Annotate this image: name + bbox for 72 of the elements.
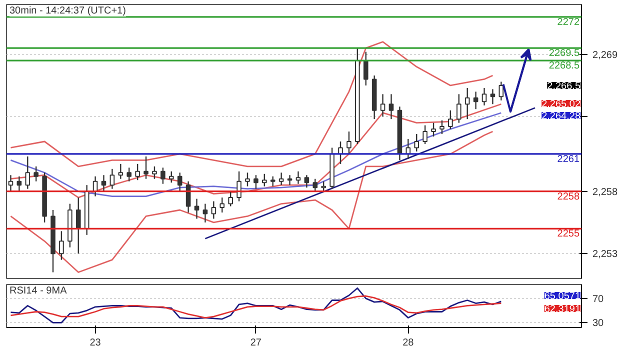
candlestick bbox=[16, 176, 22, 192]
candlestick bbox=[126, 167, 132, 182]
candlestick bbox=[464, 87, 470, 120]
candlestick bbox=[388, 94, 394, 120]
line-series bbox=[10, 41, 494, 168]
candlestick bbox=[228, 190, 233, 207]
candlestick bbox=[312, 178, 318, 192]
y-tick-label: 2,269 bbox=[592, 50, 618, 61]
candlestick bbox=[144, 156, 148, 180]
y-tick-label: 2,253 bbox=[592, 249, 618, 260]
candlestick bbox=[110, 168, 115, 190]
x-tick-label: 28 bbox=[402, 338, 414, 348]
candlestick bbox=[101, 174, 106, 192]
annotation: 2,264.28 bbox=[542, 110, 581, 122]
candlestick bbox=[194, 198, 200, 220]
candlestick bbox=[25, 156, 30, 190]
candlestick bbox=[422, 124, 428, 145]
candlestick bbox=[76, 196, 81, 254]
annotation: 2,265.02 bbox=[542, 98, 581, 110]
candlestick bbox=[118, 163, 124, 180]
ref-line-label: 2255 bbox=[557, 228, 580, 240]
candlestick bbox=[440, 120, 444, 135]
candlestick bbox=[456, 94, 462, 124]
candlestick bbox=[346, 130, 352, 155]
candlestick bbox=[448, 110, 453, 130]
candlestick bbox=[431, 122, 436, 138]
candlestick bbox=[152, 166, 157, 180]
candlestick bbox=[245, 172, 250, 187]
candlestick bbox=[363, 51, 368, 86]
candlestick bbox=[254, 174, 258, 190]
candlestick bbox=[473, 91, 478, 110]
x-tick-label: 23 bbox=[90, 338, 102, 348]
y-tick-label: 70 bbox=[592, 294, 604, 305]
candlestick bbox=[287, 174, 292, 186]
ref-line-label: 2258 bbox=[557, 191, 580, 202]
candlestick bbox=[498, 81, 504, 101]
ref-line-label: 2272 bbox=[557, 16, 580, 28]
candlestick bbox=[135, 163, 140, 181]
candlestick bbox=[296, 170, 301, 184]
annotation: 2,266.5 bbox=[547, 80, 581, 92]
line-series bbox=[10, 287, 502, 324]
y-tick-label: 30 bbox=[592, 318, 604, 330]
ref-line-label: 2269.5 bbox=[548, 48, 580, 60]
chart-title: RSI14 - 9MA bbox=[10, 286, 68, 296]
candlestick bbox=[202, 203, 208, 224]
candlestick bbox=[177, 172, 182, 192]
y-tick-label: 2,258 bbox=[592, 186, 618, 198]
candlestick bbox=[168, 170, 174, 184]
candlestick bbox=[321, 180, 326, 192]
candlestick bbox=[380, 94, 386, 118]
x-tick-label: 27 bbox=[250, 338, 262, 348]
candlestick bbox=[304, 174, 310, 188]
chart-title: 30min - 14:24:37 (UTC+1) bbox=[10, 6, 126, 16]
ref-line-label: 2261 bbox=[557, 154, 580, 165]
candlestick bbox=[160, 167, 166, 184]
candlestick bbox=[278, 172, 284, 186]
candlestick bbox=[262, 173, 267, 187]
candlestick bbox=[414, 133, 420, 152]
candlestick bbox=[8, 174, 14, 192]
candlestick bbox=[236, 170, 242, 202]
annotation: 65.0571 bbox=[544, 290, 581, 302]
candlestick bbox=[490, 88, 496, 105]
line-series bbox=[10, 130, 494, 273]
candlestick bbox=[34, 166, 38, 182]
candlestick bbox=[59, 230, 64, 260]
annotation: 62.3191 bbox=[544, 304, 581, 315]
candlestick bbox=[220, 196, 225, 214]
candlestick bbox=[270, 176, 276, 187]
line-series bbox=[10, 295, 502, 319]
candlestick bbox=[211, 200, 216, 220]
candlestick bbox=[482, 87, 487, 106]
ref-line-label: 2268.5 bbox=[548, 60, 580, 72]
